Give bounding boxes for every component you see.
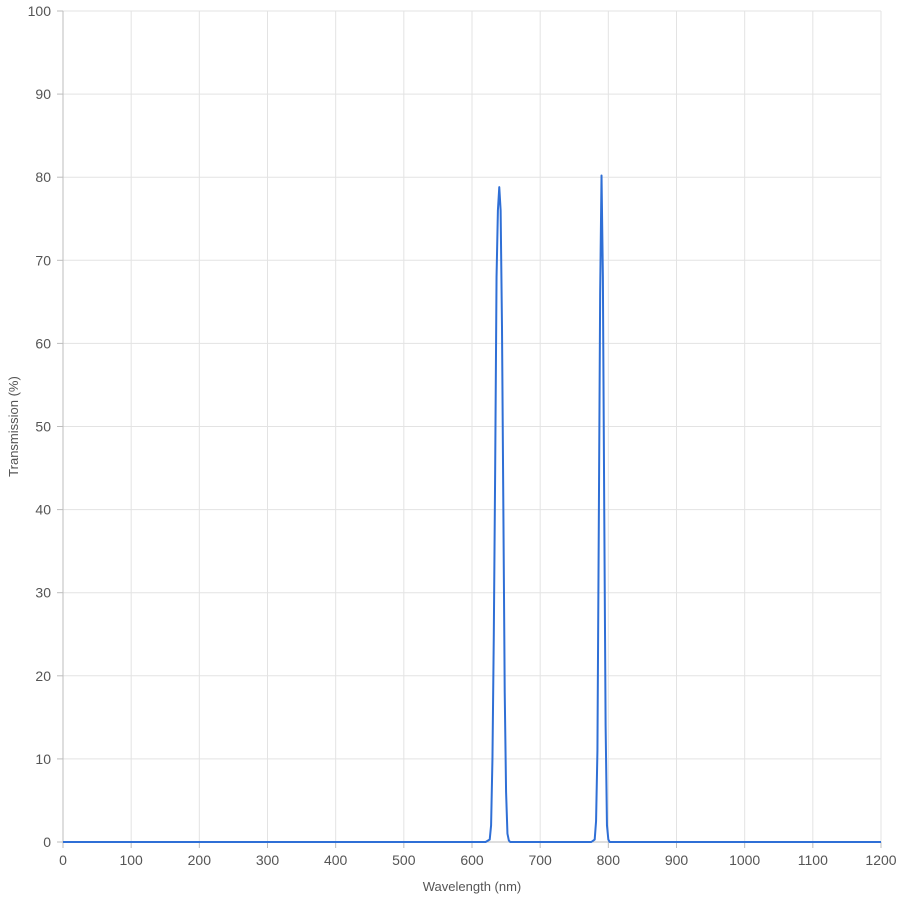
- x-tick-label: 800: [597, 852, 621, 868]
- x-tick-label: 300: [256, 852, 280, 868]
- x-tick-label: 700: [528, 852, 552, 868]
- x-tick-label: 900: [665, 852, 689, 868]
- x-tick-label: 1100: [798, 852, 828, 868]
- y-axis-title: Transmission (%): [6, 376, 21, 477]
- y-tick-label: 40: [35, 502, 51, 518]
- x-tick-label: 100: [119, 852, 143, 868]
- x-tick-label: 500: [392, 852, 416, 868]
- x-tick-label: 600: [460, 852, 484, 868]
- axes: [57, 10, 882, 848]
- x-tick-label: 200: [188, 852, 212, 868]
- y-tick-label: 30: [35, 585, 51, 601]
- x-tick-label: 400: [324, 852, 348, 868]
- grid: [62, 10, 882, 843]
- series-line-transmission: [63, 174, 881, 843]
- x-axis-title: Wavelength (nm): [423, 879, 522, 894]
- y-tick-label: 80: [35, 169, 51, 185]
- y-tick-label: 70: [35, 252, 51, 268]
- y-tick-label: 20: [35, 668, 51, 684]
- x-tick-label: 1200: [865, 852, 896, 868]
- y-tick-label: 0: [43, 834, 51, 850]
- tick-labels: 0 100 200 300 400 500 600 700 800 900 1000 1100 1200…: [28, 3, 897, 868]
- y-tick-label: 50: [35, 419, 51, 435]
- series-layer: [63, 174, 881, 843]
- x-tick-label: 0: [59, 852, 67, 868]
- y-tick-label: 100: [28, 3, 52, 19]
- x-tick-label: 1000: [729, 852, 760, 868]
- y-tick-label: 10: [35, 751, 51, 767]
- y-tick-label: 60: [35, 335, 51, 351]
- y-tick-label: 90: [35, 86, 51, 102]
